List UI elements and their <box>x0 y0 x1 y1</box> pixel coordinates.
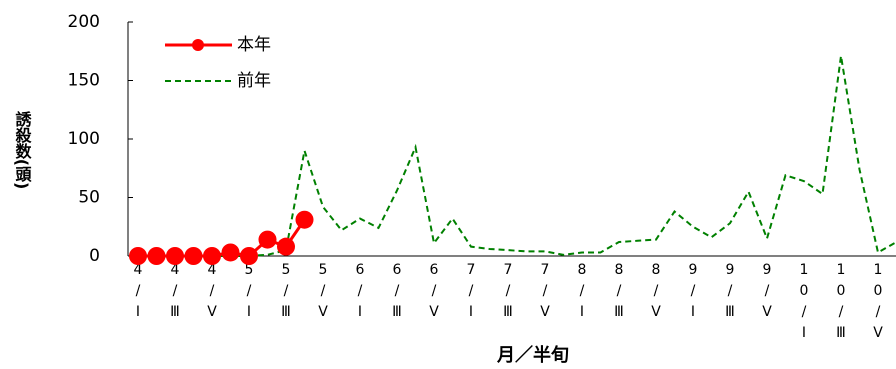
x-tick-label: 1 0/Ⅴ <box>873 262 883 341</box>
point <box>258 230 277 249</box>
x-tick-label: 8/Ⅴ <box>651 262 661 320</box>
y-tick-label: 150 <box>68 71 100 91</box>
y-tick-label: 100 <box>68 129 100 149</box>
x-tick-label: 4/Ⅲ <box>170 262 180 320</box>
x-tick-label: 5/Ⅰ <box>245 262 254 320</box>
legend-label: 前年 <box>237 71 271 91</box>
x-tick-label: 8/Ⅰ <box>578 262 587 320</box>
x-tick-label: 9/Ⅲ <box>725 262 735 320</box>
y-tick-label: 200 <box>68 12 100 32</box>
series-line <box>138 55 896 257</box>
y-tick-label: 0 <box>89 246 100 266</box>
x-tick-label: 4/Ⅴ <box>207 262 217 320</box>
point <box>295 210 314 229</box>
x-tick-label: 7/Ⅲ <box>503 262 513 320</box>
point <box>203 247 221 265</box>
x-tick-label: 7/Ⅰ <box>467 262 476 320</box>
x-tick-label: 1 0/Ⅲ <box>836 262 846 341</box>
x-tick-label: 4/Ⅰ <box>134 262 143 320</box>
y-tick-label: 50 <box>78 188 100 208</box>
x-tick-label: 6/Ⅰ <box>356 262 365 320</box>
point <box>221 243 240 262</box>
point <box>129 247 147 265</box>
x-tick-label: 6/Ⅴ <box>429 262 439 320</box>
x-tick-label: 9/Ⅰ <box>689 262 698 320</box>
point <box>184 247 203 265</box>
x-tick-label: 9/Ⅴ <box>762 262 772 320</box>
point <box>277 237 295 256</box>
x-tick-label: 6/Ⅲ <box>392 262 402 320</box>
series-line <box>138 218 306 258</box>
point <box>240 247 258 265</box>
legend-marker <box>192 39 204 51</box>
point <box>147 247 166 265</box>
x-tick-label: 7/Ⅴ <box>540 262 550 320</box>
y-axis-label: 誘殺数(頭) <box>13 110 33 190</box>
x-axis-label: 月／半旬 <box>496 344 569 366</box>
x-tick-label: 5/Ⅴ <box>318 262 328 320</box>
x-tick-label: 1 0/Ⅰ <box>800 262 809 341</box>
x-tick-label: 5/Ⅲ <box>281 262 291 320</box>
x-tick-label: 8/Ⅲ <box>614 262 624 320</box>
legend-label: 本年 <box>237 35 271 55</box>
point <box>166 247 184 265</box>
